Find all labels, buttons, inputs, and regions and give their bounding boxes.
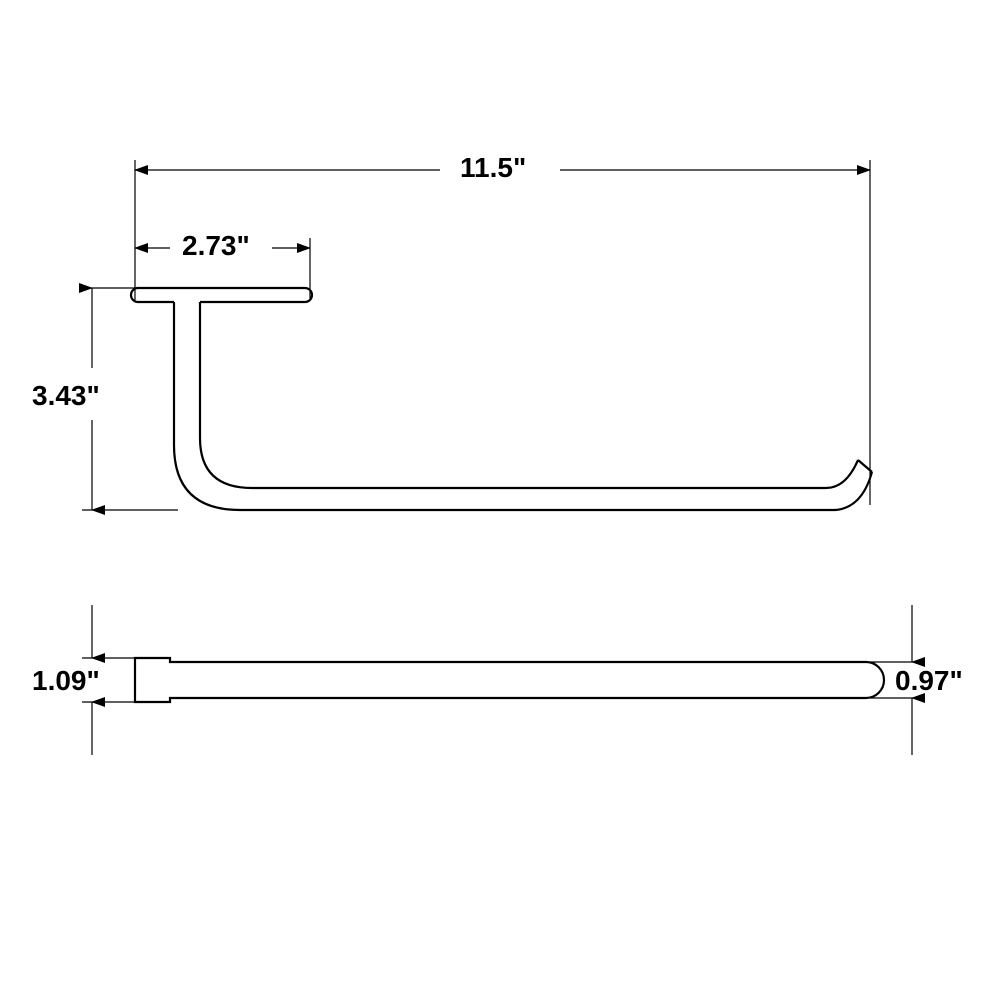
label-overall-width: 11.5" — [460, 152, 526, 184]
top-view-shape — [135, 658, 884, 702]
label-left-thickness: 1.09" — [32, 665, 100, 697]
label-mount-width: 2.73" — [182, 230, 250, 262]
technical-drawing — [0, 0, 1000, 1000]
label-right-thickness: 0.97" — [895, 665, 963, 697]
dim-overall-width — [135, 160, 870, 505]
label-height: 3.43" — [32, 380, 100, 412]
side-view-shape — [131, 288, 872, 510]
